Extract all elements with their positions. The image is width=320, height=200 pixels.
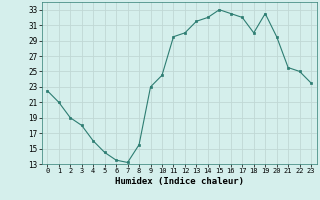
X-axis label: Humidex (Indice chaleur): Humidex (Indice chaleur) (115, 177, 244, 186)
